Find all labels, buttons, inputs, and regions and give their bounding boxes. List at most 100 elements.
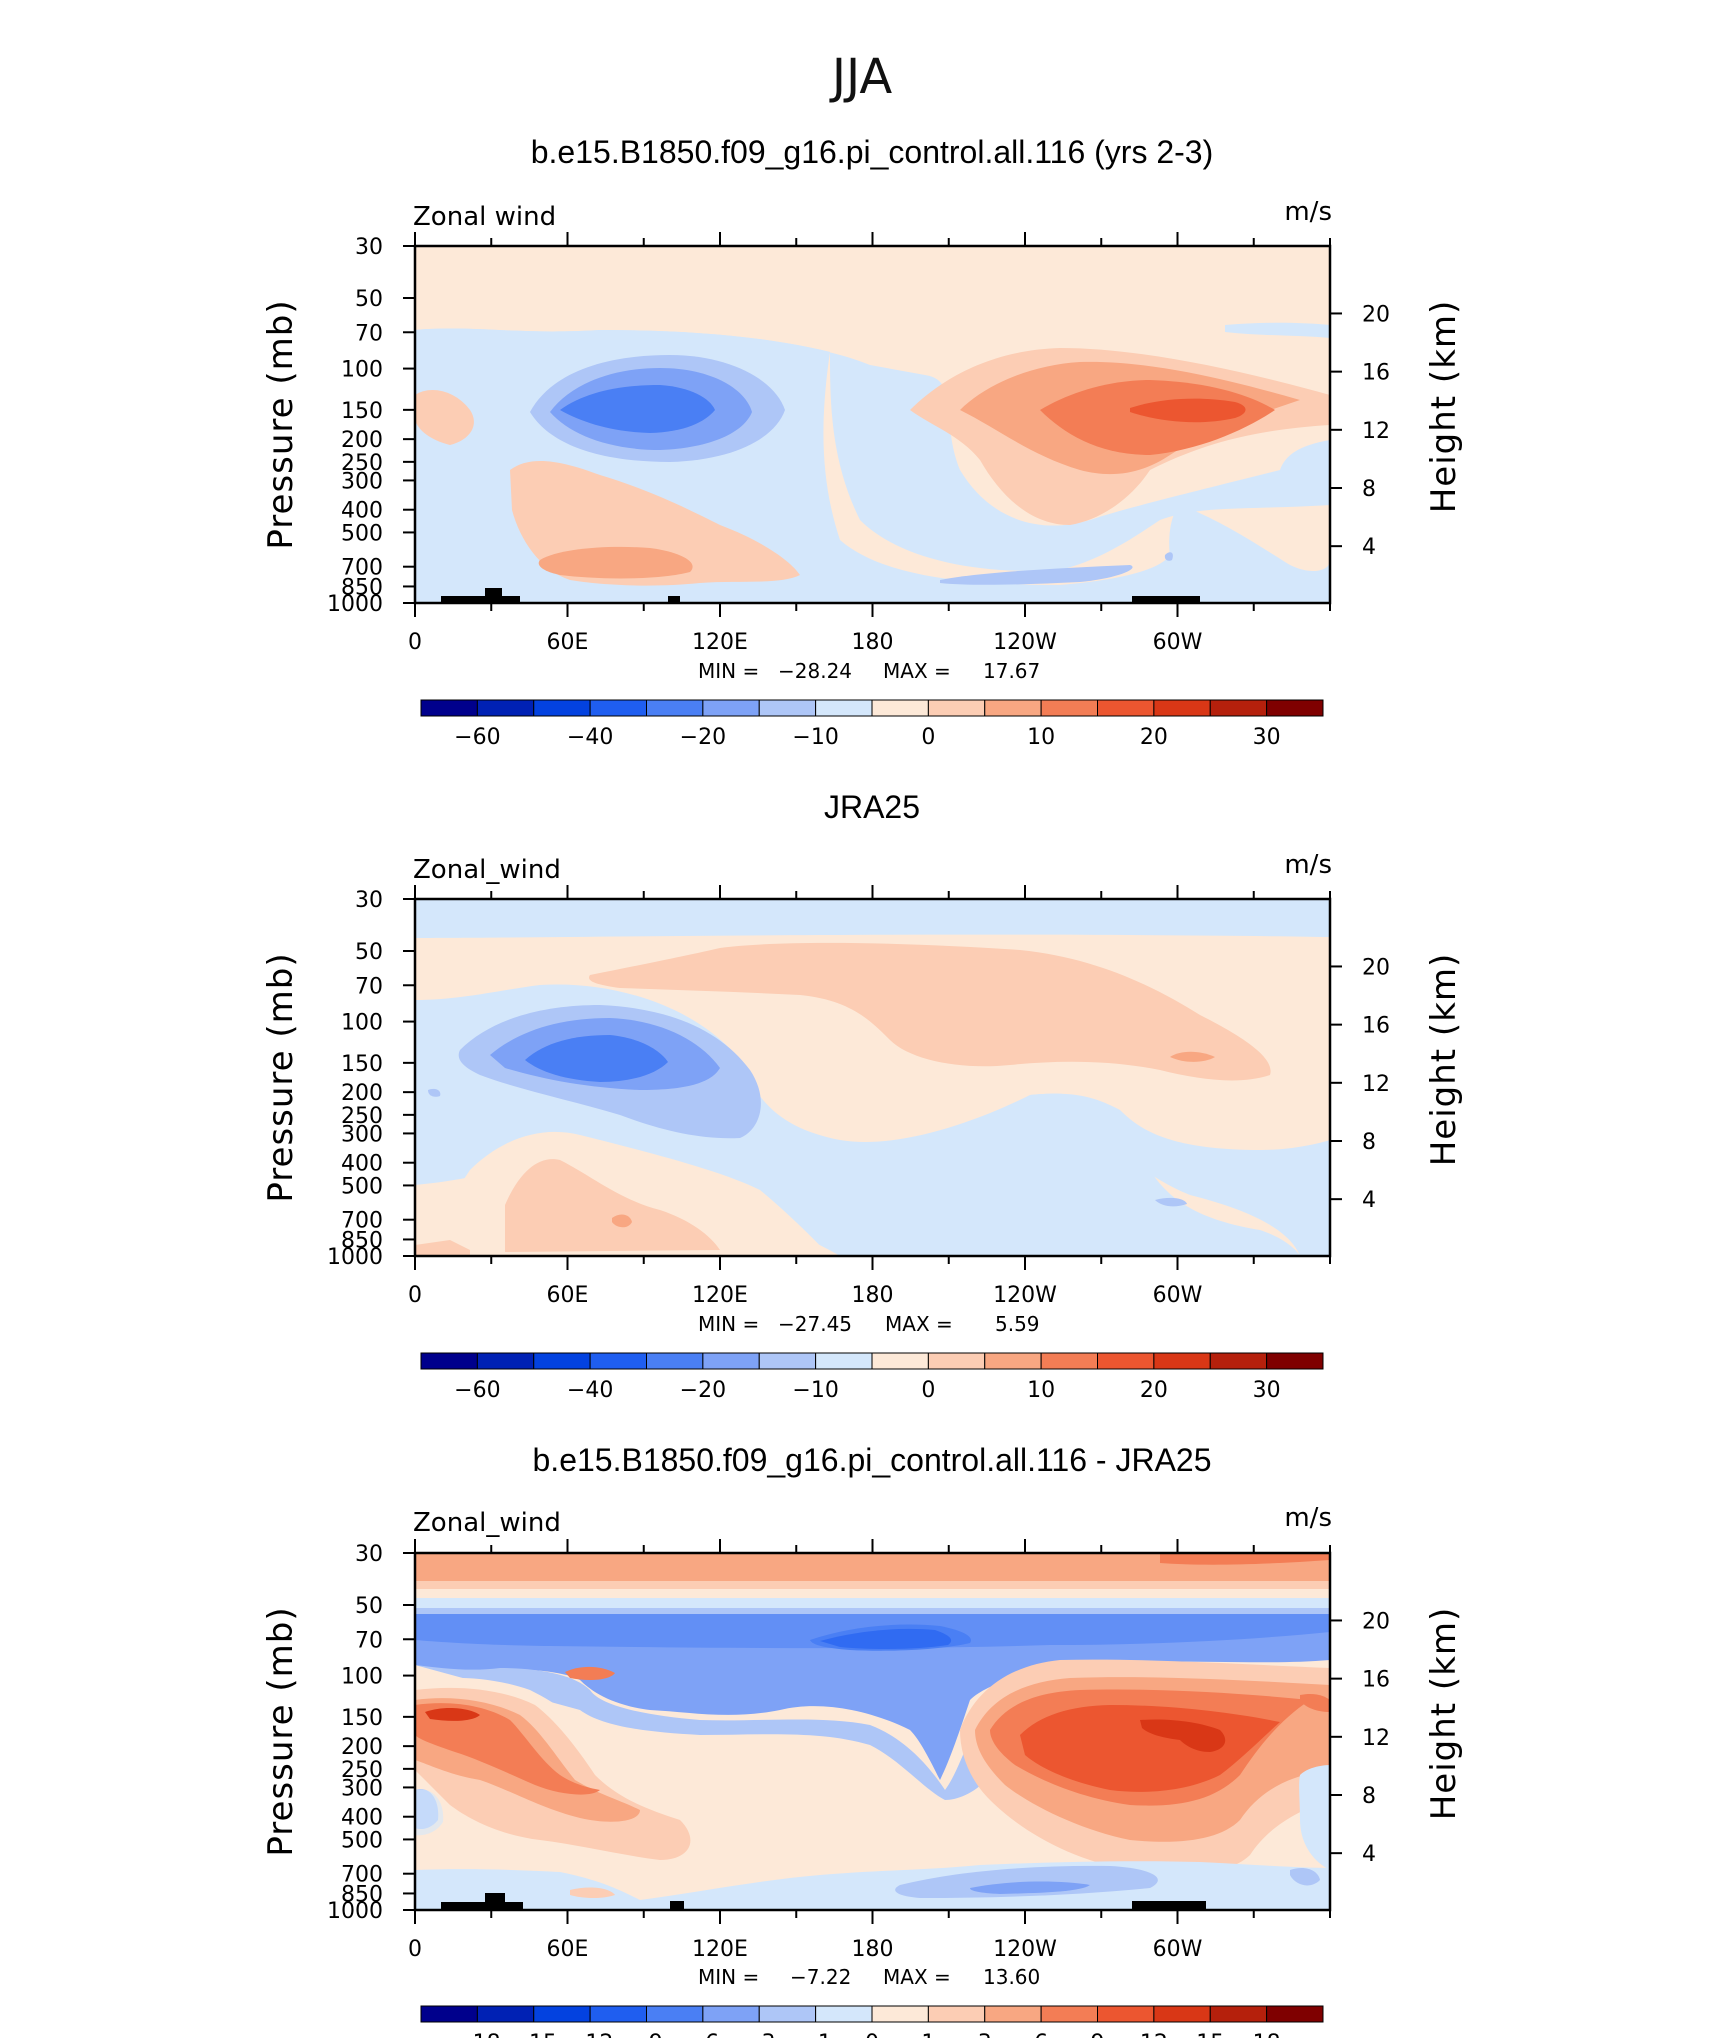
colorbar-label: −10 xyxy=(792,725,838,750)
colorbar-label: −6 xyxy=(687,2031,719,2038)
colorbar-swatch xyxy=(1153,2005,1211,2023)
pressure-tick-label: 250 xyxy=(341,1758,383,1783)
pressure-tick-label: 100 xyxy=(341,1011,383,1036)
pressure-tick-label: 150 xyxy=(341,1706,383,1731)
pressure-tick-label: 400 xyxy=(341,1152,383,1177)
max-label: MAX = xyxy=(885,1312,953,1336)
pressure-tick-label: 300 xyxy=(341,469,383,494)
colorbar-swatch xyxy=(871,2005,929,2023)
colorbar-label: 0 xyxy=(921,725,935,750)
height-tick-label: 12 xyxy=(1362,1072,1390,1097)
min-label: MIN = xyxy=(698,1312,759,1336)
colorbar-label: 0 xyxy=(921,1378,935,1403)
y-right-axis-title: Height (km) xyxy=(1424,953,1464,1167)
lon-tick-label: 0 xyxy=(408,630,422,655)
colorbar-swatch xyxy=(758,1352,817,1370)
colorbar-swatch xyxy=(984,2005,1042,2023)
colorbar-swatch xyxy=(1097,1352,1155,1370)
min-label: MIN = xyxy=(698,659,759,683)
lon-tick-label: 120W xyxy=(993,1283,1057,1308)
colorbar-label: 9 xyxy=(1091,2031,1105,2038)
pressure-tick-label: 400 xyxy=(341,499,383,524)
colorbar-swatch xyxy=(420,2005,478,2023)
colorbar-swatch xyxy=(1097,699,1155,717)
colorbar-label: 3 xyxy=(978,2031,992,2038)
colorbar-label: −20 xyxy=(680,725,726,750)
figure-title: JJA xyxy=(829,49,892,105)
units-label: m/s xyxy=(1284,850,1332,880)
colorbar-swatch xyxy=(927,699,986,717)
panel-title: JRA25 xyxy=(824,789,920,825)
height-tick-label: 20 xyxy=(1362,302,1390,327)
variable-label: Zonal_wind xyxy=(413,1508,561,1538)
colorbar: −60 −40 −20 −10 0 10 20 30 xyxy=(420,1352,1324,1403)
pressure-tick-label: 1000 xyxy=(327,592,383,617)
units-label: m/s xyxy=(1284,1503,1332,1533)
colorbar-label: −10 xyxy=(792,1378,838,1403)
colorbar-swatch xyxy=(1266,2005,1324,2023)
height-tick-label: 4 xyxy=(1362,1842,1376,1867)
height-tick-label: 12 xyxy=(1362,1726,1390,1751)
pressure-tick-label: 500 xyxy=(341,521,383,546)
height-tick-label: 8 xyxy=(1362,1130,1376,1155)
max-label: MAX = xyxy=(883,1965,951,1989)
colorbar-swatch xyxy=(1097,2005,1155,2023)
lon-tick-label: 120E xyxy=(692,1937,748,1962)
y-axis-title: Pressure (mb) xyxy=(261,1606,301,1856)
min-value: −27.45 xyxy=(778,1312,852,1336)
height-tick-label: 12 xyxy=(1362,419,1390,444)
min-label: MIN = xyxy=(698,1965,759,1989)
pressure-tick-label: 150 xyxy=(341,1052,383,1077)
colorbar-swatch xyxy=(476,1352,535,1370)
colorbar-swatch xyxy=(589,1352,647,1370)
pressure-tick-label: 700 xyxy=(341,1863,383,1888)
colorbar-label: −20 xyxy=(680,1378,726,1403)
colorbar-label: −40 xyxy=(567,725,613,750)
pressure-tick-label: 250 xyxy=(341,451,383,476)
contour-field xyxy=(415,246,1330,603)
max-value: 5.59 xyxy=(995,1312,1040,1336)
colorbar-label: 10 xyxy=(1027,725,1055,750)
height-tick-label: 20 xyxy=(1362,955,1390,980)
lon-tick-label: 60W xyxy=(1153,1283,1203,1308)
colorbar-swatch xyxy=(815,1352,873,1370)
colorbar-swatch xyxy=(420,1352,478,1370)
colorbar-swatch xyxy=(476,699,535,717)
height-tick-label: 4 xyxy=(1362,535,1376,560)
colorbar-label: 10 xyxy=(1027,1378,1055,1403)
variable-label: Zonal wind xyxy=(413,202,556,232)
lon-tick-label: 0 xyxy=(408,1283,422,1308)
lon-tick-label: 60W xyxy=(1153,1937,1203,1962)
y-right-axis-title: Height (km) xyxy=(1424,1607,1464,1821)
colorbar-label: 20 xyxy=(1140,1378,1168,1403)
colorbar-swatch xyxy=(1266,699,1324,717)
colorbar-swatch xyxy=(646,699,704,717)
colorbar-swatch xyxy=(646,2005,704,2023)
height-tick-label: 16 xyxy=(1362,1668,1390,1693)
height-tick-label: 8 xyxy=(1362,1784,1376,1809)
pressure-tick-label: 500 xyxy=(341,1174,383,1199)
colorbar-swatch xyxy=(533,2005,591,2023)
colorbar-swatch xyxy=(1266,1352,1324,1370)
colorbar-label: 1 xyxy=(921,2031,935,2038)
colorbar-swatch xyxy=(1209,1352,1268,1370)
colorbar-swatch xyxy=(476,2005,535,2023)
pressure-tick-label: 50 xyxy=(355,940,383,965)
colorbar-label: −15 xyxy=(511,2031,557,2038)
colorbar-swatch xyxy=(871,699,929,717)
pressure-tick-label: 30 xyxy=(355,888,383,913)
colorbar-swatch xyxy=(702,1352,760,1370)
pressure-tick-label: 70 xyxy=(355,974,383,999)
colorbar-label: −1 xyxy=(799,2031,831,2038)
pressure-tick-label: 700 xyxy=(341,1209,383,1234)
lon-tick-label: 60W xyxy=(1153,630,1203,655)
lon-tick-label: 120W xyxy=(993,630,1057,655)
colorbar-label: 30 xyxy=(1253,1378,1281,1403)
units-label: m/s xyxy=(1284,197,1332,227)
max-value: 13.60 xyxy=(983,1965,1040,1989)
pressure-tick-label: 700 xyxy=(341,556,383,581)
colorbar: −60 −40 −20 −10 0 10 20 30 xyxy=(420,699,1324,750)
